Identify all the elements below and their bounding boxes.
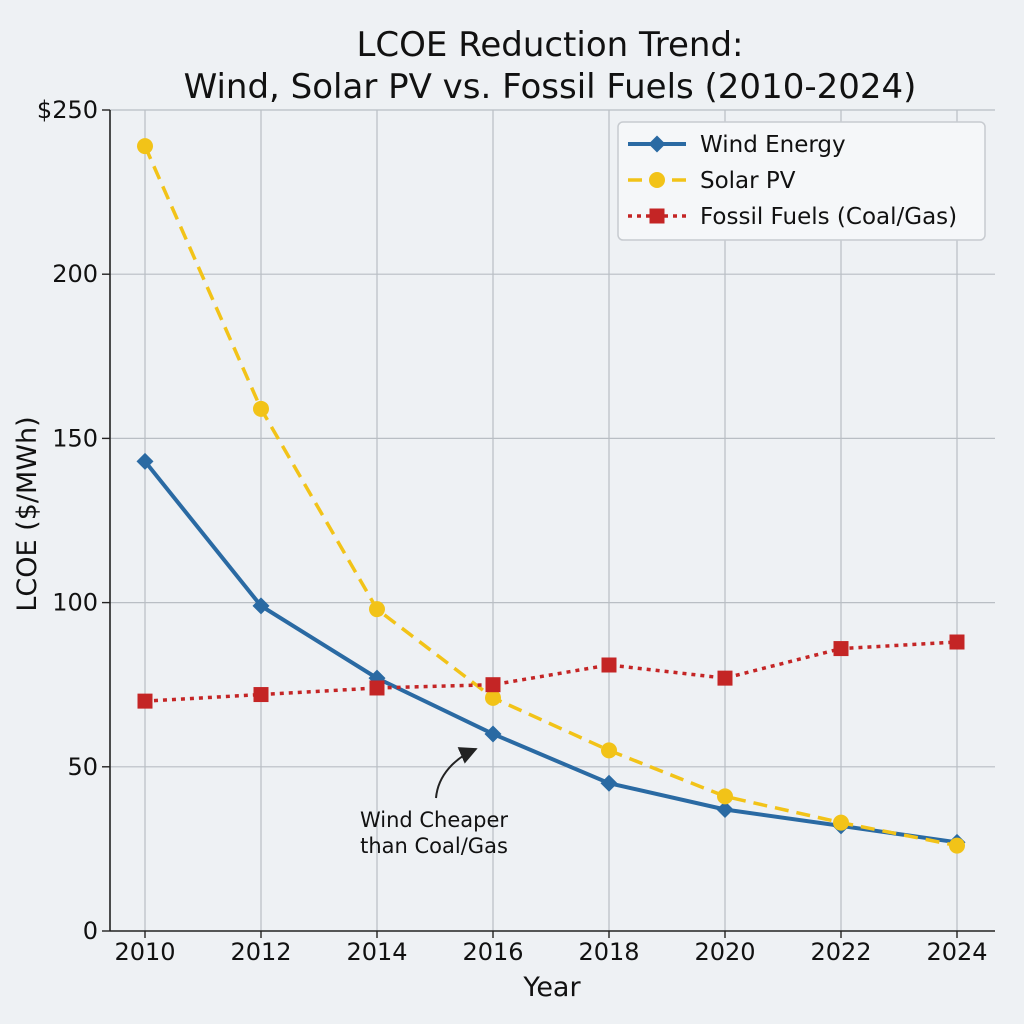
legend-item: Wind Energy (628, 132, 846, 158)
data-point (716, 800, 734, 818)
data-point (949, 837, 965, 854)
series (136, 138, 966, 854)
annotation-arrow (435, 747, 478, 799)
x-tick-label: 2012 (230, 938, 291, 966)
data-point (485, 677, 501, 693)
x-axis-label: Year (522, 972, 581, 1003)
data-point (949, 634, 965, 650)
data-point (833, 641, 849, 657)
legend-marker (649, 208, 665, 224)
x-tick-label: 2014 (346, 938, 407, 966)
legend-marker (648, 135, 666, 153)
legend-item: Solar PV (628, 168, 796, 194)
series-line (143, 145, 958, 848)
data-point (833, 814, 849, 831)
y-tick-label: 150 (52, 424, 98, 452)
axes (102, 109, 995, 938)
x-tick-label: 2024 (926, 938, 987, 966)
data-point (252, 597, 270, 615)
chart-title-line-2: Wind, Solar PV vs. Fossil Fuels (2010-20… (184, 67, 917, 107)
grid (110, 109, 995, 931)
annotation-text-line-1: Wind Cheaper (360, 808, 508, 832)
data-point (601, 657, 617, 673)
annotation-text-line-2: than Coal/Gas (360, 834, 508, 858)
series-line (144, 640, 958, 703)
y-tick-label: $250 (37, 96, 98, 124)
data-point (600, 774, 618, 792)
x-tick-label: 2018 (578, 938, 639, 966)
data-point (484, 725, 502, 743)
y-tick-label: 50 (67, 753, 98, 781)
series-line (143, 460, 958, 845)
y-tick-label: 100 (52, 589, 98, 617)
x-tick-label: 2010 (114, 938, 175, 966)
x-tick-label: 2020 (694, 938, 755, 966)
data-point (369, 601, 385, 618)
data-point (253, 687, 269, 703)
legend-label: Fossil Fuels (Coal/Gas) (700, 204, 957, 230)
data-point (136, 452, 154, 470)
data-point (137, 693, 153, 709)
tick-labels: 0 50 100 150 200 $250 2010 2012 2014 2016 2018 2020… (37, 96, 988, 966)
legend-item: Fossil Fuels (Coal/Gas) (628, 204, 957, 230)
y-axis-label: LCOE ($/MWh) (12, 416, 43, 611)
data-point (717, 670, 733, 686)
legend-marker (649, 172, 665, 188)
chart-title-line-1: LCOE Reduction Trend: (356, 25, 743, 65)
x-tick-label: 2016 (462, 938, 523, 966)
data-point (717, 788, 733, 805)
legend-label: Wind Energy (700, 132, 846, 158)
data-point (485, 689, 501, 706)
series-square (137, 634, 965, 709)
legend: Wind Energy Solar PV Fossil Fuels (Coal/Ga… (617, 121, 986, 241)
legend-box (617, 121, 986, 241)
series-circle (137, 138, 965, 854)
y-tick-label: 0 (83, 917, 98, 945)
annotation: Wind Cheaper than Coal/Gas (360, 747, 508, 858)
data-point (369, 680, 385, 696)
legend-label: Solar PV (700, 168, 796, 194)
data-point (601, 742, 617, 759)
data-point (137, 138, 153, 155)
x-tick-label: 2022 (810, 938, 871, 966)
y-tick-label: 200 (52, 260, 98, 288)
data-point (253, 400, 269, 417)
